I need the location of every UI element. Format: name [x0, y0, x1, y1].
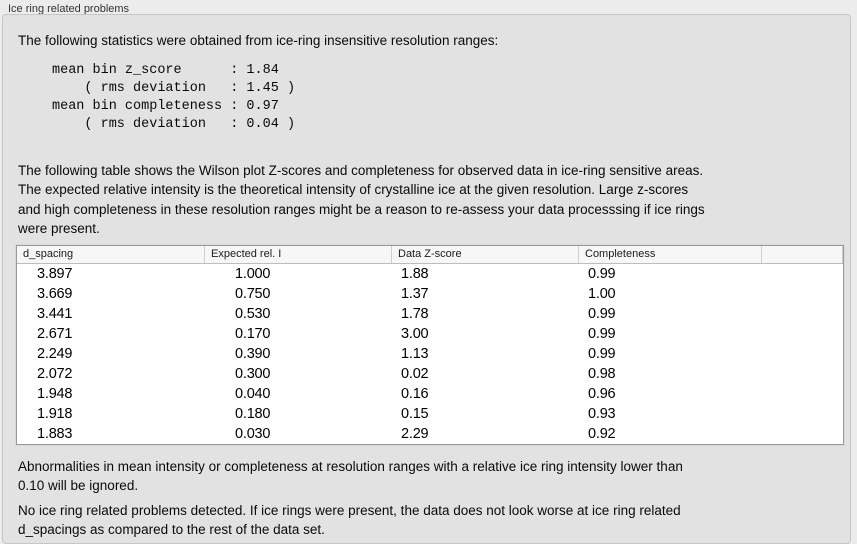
cell-expected-rel-i: 1.000: [235, 265, 271, 282]
cell-completeness: 0.99: [588, 265, 616, 282]
cell-completeness: 0.99: [588, 325, 616, 342]
cell-completeness: 1.00: [588, 285, 616, 302]
stats-block: mean bin z_score : 1.84 ( rms deviation …: [52, 62, 296, 132]
cell-d-spacing: 3.669: [37, 285, 73, 302]
column-header-d-spacing: d_spacing: [17, 245, 205, 263]
cell-d-spacing: 2.072: [37, 365, 73, 382]
cell-d-spacing: 2.249: [37, 345, 73, 362]
cell-filler: [762, 304, 843, 324]
cell-completeness: 0.99: [588, 305, 616, 322]
cell-filler: [762, 364, 843, 384]
cell-filler: [762, 384, 843, 404]
cell-data-z-score: 1.13: [401, 345, 429, 362]
cell-d-spacing: 1.883: [37, 425, 73, 442]
cell-data-z-score: 1.88: [401, 265, 429, 282]
cell-d-spacing: 2.671: [37, 325, 73, 342]
ice-ring-table: d_spacing Expected rel. I Data Z-score Comp…: [16, 244, 844, 445]
cell-filler: [762, 264, 843, 284]
cell-filler: [762, 324, 843, 344]
table-row[interactable]: 1.883 0.030 2.29 0.92: [17, 423, 843, 444]
column-header-filler: [762, 245, 843, 263]
intro-text: The following statistics were obtained f…: [18, 33, 499, 48]
table-row[interactable]: 2.072 0.300 0.02 0.98: [17, 363, 843, 384]
cell-completeness: 0.99: [588, 345, 616, 362]
cell-d-spacing: 1.918: [37, 405, 73, 422]
cell-data-z-score: 3.00: [401, 325, 429, 342]
ice-ring-groupbox: The following statistics were obtained f…: [2, 14, 851, 544]
cell-data-z-score: 0.02: [401, 365, 429, 382]
table-row[interactable]: 1.918 0.180 0.15 0.93: [17, 403, 843, 424]
cell-expected-rel-i: 0.300: [235, 365, 271, 382]
cell-expected-rel-i: 0.530: [235, 305, 271, 322]
ignore-note: Abnormalities in mean intensity or compl…: [18, 458, 683, 494]
cell-data-z-score: 2.29: [401, 425, 429, 442]
cell-completeness: 0.92: [588, 425, 616, 442]
cell-expected-rel-i: 0.030: [235, 425, 271, 442]
table-row[interactable]: 3.441 0.530 1.78 0.99: [17, 303, 843, 324]
cell-expected-rel-i: 0.390: [235, 345, 271, 362]
column-header-expected-rel-i: Expected rel. I: [205, 245, 392, 263]
cell-completeness: 0.98: [588, 365, 616, 382]
cell-completeness: 0.96: [588, 385, 616, 402]
cell-d-spacing: 3.441: [37, 305, 73, 322]
table-row[interactable]: 3.897 1.000 1.88 0.99: [17, 263, 843, 284]
cell-filler: [762, 344, 843, 364]
table-body: 3.897 1.000 1.88 0.99 3.669 0.750 1.37 1.00 3.44…: [17, 263, 843, 444]
cell-expected-rel-i: 0.040: [235, 385, 271, 402]
cell-data-z-score: 0.16: [401, 385, 429, 402]
table-header: d_spacing Expected rel. I Data Z-score Comp…: [17, 245, 843, 264]
panel-title: Ice ring related problems: [8, 3, 130, 15]
cell-d-spacing: 1.948: [37, 385, 73, 402]
cell-filler: [762, 284, 843, 304]
table-row[interactable]: 2.671 0.170 3.00 0.99: [17, 323, 843, 344]
table-row[interactable]: 3.669 0.750 1.37 1.00: [17, 283, 843, 304]
description-text: The following table shows the Wilson plo…: [18, 162, 705, 237]
cell-data-z-score: 1.37: [401, 285, 429, 302]
column-header-completeness: Completeness: [579, 245, 762, 263]
cell-completeness: 0.93: [588, 405, 616, 422]
cell-data-z-score: 1.78: [401, 305, 429, 322]
column-header-data-z-score: Data Z-score: [392, 245, 579, 263]
cell-expected-rel-i: 0.180: [235, 405, 271, 422]
cell-expected-rel-i: 0.750: [235, 285, 271, 302]
conclusion-text: No ice ring related problems detected. I…: [18, 502, 681, 538]
table-row[interactable]: 2.249 0.390 1.13 0.99: [17, 343, 843, 364]
table-row[interactable]: 1.948 0.040 0.16 0.96: [17, 383, 843, 404]
cell-d-spacing: 3.897: [37, 265, 73, 282]
cell-filler: [762, 424, 843, 444]
cell-filler: [762, 404, 843, 424]
cell-expected-rel-i: 0.170: [235, 325, 271, 342]
cell-data-z-score: 0.15: [401, 405, 429, 422]
